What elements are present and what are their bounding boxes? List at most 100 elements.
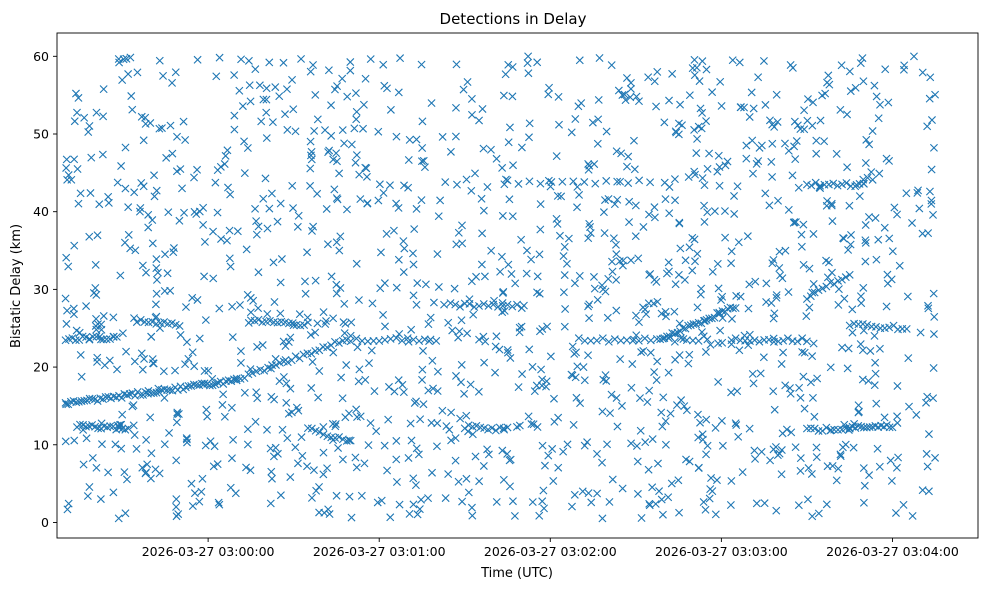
data-point [503, 346, 512, 355]
data-point [240, 388, 249, 397]
data-point [713, 167, 722, 176]
data-point [791, 218, 800, 227]
track-point [885, 323, 894, 332]
data-point [595, 53, 604, 62]
data-point [447, 436, 456, 445]
data-point [475, 335, 484, 344]
data-point [875, 462, 884, 471]
data-point [530, 387, 539, 396]
data-point [693, 303, 702, 312]
data-point [691, 170, 700, 179]
data-point [396, 54, 405, 63]
data-point [320, 508, 329, 517]
data-point [111, 440, 120, 449]
data-point [723, 157, 732, 166]
data-point [330, 185, 339, 194]
track-point [288, 319, 297, 328]
data-point [927, 196, 936, 205]
data-point [155, 124, 164, 133]
data-point [580, 441, 589, 450]
data-point [117, 162, 126, 171]
track-point [392, 333, 401, 342]
data-point [834, 300, 843, 309]
data-point [481, 337, 490, 346]
data-point [148, 239, 157, 248]
data-point [172, 456, 181, 465]
data-point [323, 464, 332, 473]
data-point [356, 195, 365, 204]
data-point [137, 349, 146, 358]
data-point [861, 221, 870, 230]
data-point [694, 464, 703, 473]
data-point [394, 376, 403, 385]
data-point [603, 440, 612, 449]
data-point [183, 438, 192, 447]
data-point [325, 510, 334, 519]
data-point [74, 199, 83, 208]
data-point [355, 170, 364, 179]
data-point [73, 165, 82, 174]
data-point [751, 277, 760, 286]
data-point [676, 244, 685, 253]
data-point [653, 357, 662, 366]
data-point [142, 268, 150, 277]
data-point [775, 263, 784, 272]
data-point [343, 92, 352, 101]
data-point [769, 255, 778, 264]
track-point [678, 324, 687, 333]
data-point [438, 406, 447, 415]
data-point [463, 78, 472, 86]
data-point [91, 284, 100, 292]
data-point [733, 182, 742, 191]
data-point [629, 136, 638, 145]
data-point [64, 171, 73, 180]
data-point [394, 203, 403, 212]
track-point [503, 300, 512, 309]
data-point [92, 108, 101, 117]
data-point [711, 423, 720, 432]
data-point [163, 269, 172, 278]
data-point [383, 466, 392, 475]
data-point [409, 291, 418, 300]
x-tick-label: 2026-03-27 03:01:00 [313, 544, 446, 559]
data-point [799, 372, 808, 381]
data-point [152, 186, 161, 195]
data-point [133, 68, 142, 77]
data-point [668, 69, 677, 78]
data-point [644, 465, 653, 474]
data-point [200, 237, 209, 246]
data-point [533, 58, 542, 67]
data-point [508, 212, 517, 221]
data-point [735, 58, 744, 67]
track-point [854, 421, 863, 430]
data-point [882, 302, 891, 311]
track-point [99, 335, 108, 344]
track-point [487, 424, 496, 433]
data-point [289, 204, 298, 213]
data-point [706, 340, 715, 349]
data-point [286, 384, 295, 393]
data-point [139, 182, 148, 191]
data-point [498, 211, 507, 220]
data-point [466, 380, 475, 389]
data-point [828, 217, 837, 226]
data-point [409, 474, 418, 483]
data-point [865, 471, 874, 480]
data-point [233, 227, 242, 236]
data-point [311, 90, 320, 99]
data-point [131, 246, 140, 255]
data-point [880, 413, 889, 422]
data-point [109, 488, 118, 497]
data-point [854, 401, 863, 410]
data-point [809, 98, 818, 107]
track-point [842, 178, 851, 187]
track-point [783, 334, 792, 343]
data-point [383, 84, 391, 93]
data-point [768, 172, 777, 181]
data-point [560, 271, 569, 280]
y-axis-label: Bistatic Delay (km) [9, 224, 24, 348]
data-point [251, 204, 260, 213]
data-point [810, 412, 819, 421]
data-point [527, 420, 536, 429]
data-point [697, 328, 706, 337]
